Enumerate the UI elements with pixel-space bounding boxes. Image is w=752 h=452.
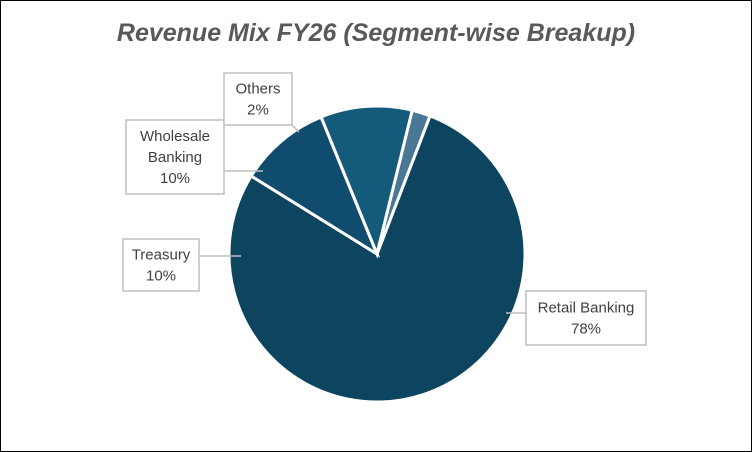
callout-treasury: Treasury 10% <box>122 238 241 292</box>
callout-box <box>525 290 647 346</box>
slice-value-label: 2% <box>247 102 269 119</box>
pie-slice-wholesale-banking <box>319 104 415 259</box>
slice-category-label: Treasury <box>132 247 191 264</box>
slice-value-label: 78% <box>571 321 601 338</box>
slice-callouts: Retail Banking 78% Treasury 10% Wholesale Ban… <box>122 72 647 346</box>
pie-slice-retail banking <box>227 113 527 404</box>
slice-category-label: Wholesale <box>140 128 210 145</box>
callout-wholesale-banking: Wholesale Banking 10% <box>125 119 263 195</box>
pie-slice-treasury <box>249 115 381 258</box>
callout-retail banking: Retail Banking 78% <box>506 290 647 346</box>
chart-title: Revenue Mix FY26 (Segment-wise Breakup) <box>116 19 636 47</box>
slice-category-label: Banking <box>148 149 202 166</box>
slice-value-label: 10% <box>160 170 190 187</box>
callout-box <box>125 119 225 195</box>
callout-box <box>122 238 200 292</box>
callout-others: Others 2% <box>223 72 300 133</box>
slice-category-label: Retail Banking <box>538 300 635 317</box>
callout-box <box>223 72 293 126</box>
slice-category-label: Others <box>235 81 280 98</box>
slice-value-label: 10% <box>146 268 176 285</box>
leader-line <box>291 124 300 133</box>
pie-slice-others <box>375 108 432 255</box>
pie-slices <box>227 104 527 404</box>
